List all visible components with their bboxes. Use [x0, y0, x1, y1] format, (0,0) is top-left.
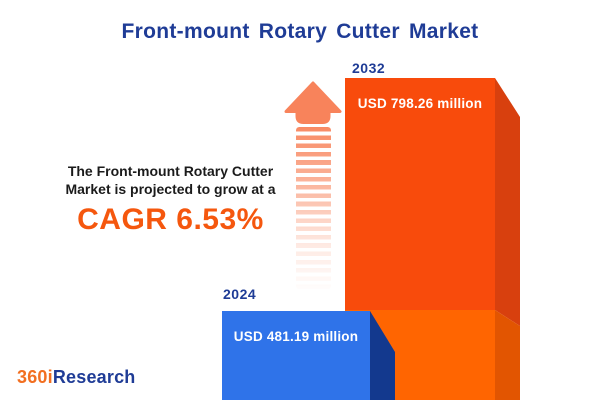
bar-2024-side [370, 311, 395, 400]
bar-2032-front [345, 78, 495, 310]
growth-arrow-head-icon [284, 81, 342, 124]
promo-line-1: The Front-mount Rotary Cutter [67, 163, 274, 179]
bar-2032-side [495, 78, 520, 326]
promo-line-2: Market is projected to grow at a [65, 181, 276, 197]
company-logo: 360iResearch [17, 367, 136, 388]
bar-2024-front [222, 311, 370, 400]
promo-text-block: The Front-mount Rotary Cutter Market is … [38, 162, 303, 237]
growth-arrow-stripes-icon [296, 127, 331, 289]
page-title: Front-mount Rotary Cutter Market [121, 20, 479, 43]
bar-2032-base-side [495, 310, 520, 400]
bar-value-2032: USD 798.26 million [357, 96, 483, 111]
logo-research-text: Research [52, 367, 136, 387]
cagr-value: CAGR 6.53% [77, 203, 264, 236]
year-label-2032: 2032 [352, 60, 386, 76]
year-label-2024: 2024 [223, 286, 257, 302]
bar-value-2024: USD 481.19 million [233, 329, 359, 344]
logo-360i-text: 360i [17, 367, 53, 387]
